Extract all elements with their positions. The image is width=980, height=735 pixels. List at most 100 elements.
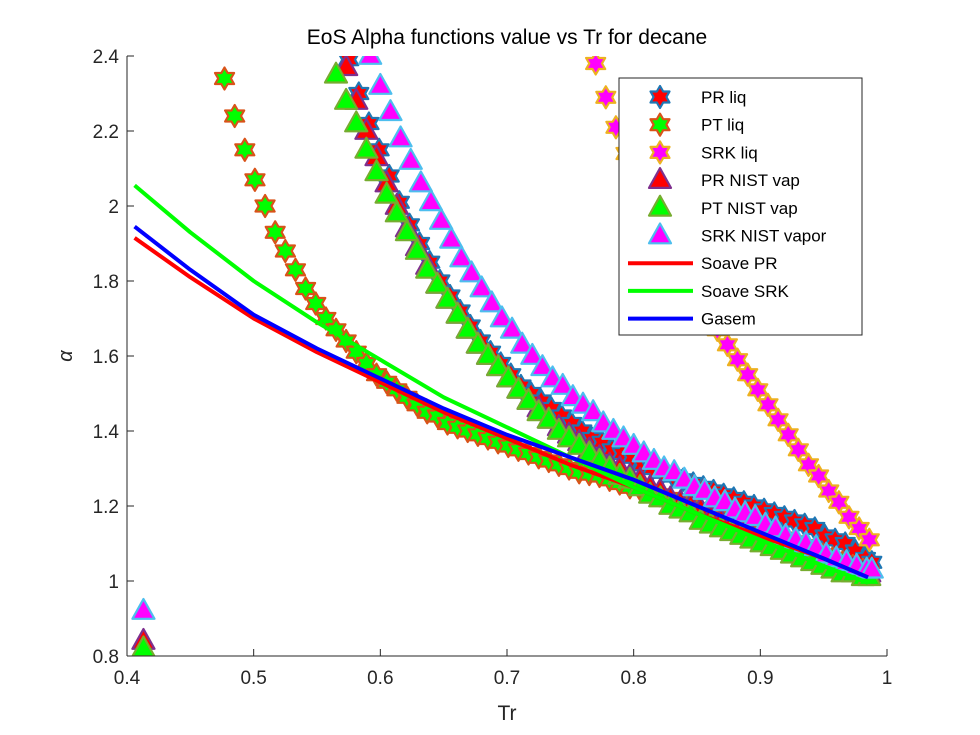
data-point (244, 167, 266, 192)
data-point (536, 406, 561, 429)
data-point (368, 72, 393, 95)
legend-swatch (649, 140, 671, 165)
data-point (807, 463, 830, 489)
axes: 0.4 0.5 0.6 0.7 0.8 0.9 1 0.8 1 1.2 1.4 1.6 1.8 2 2.2… (93, 47, 893, 689)
x-tick-label: 0.5 (240, 668, 266, 689)
data-point (580, 399, 606, 422)
data-point (479, 290, 504, 313)
data-point (234, 137, 256, 162)
x-tick-label: 0.4 (114, 668, 141, 689)
data-point (408, 170, 433, 193)
series-gasem (133, 225, 869, 580)
data-point (224, 103, 246, 129)
series-line (133, 236, 869, 580)
data-point (449, 245, 474, 268)
series-soave-pr (133, 236, 869, 580)
legend-swatch (649, 84, 671, 110)
data-point (496, 365, 521, 388)
data-point (398, 147, 423, 170)
y-tick-label: 1.2 (93, 497, 119, 518)
legend-label: Soave PR (701, 254, 778, 273)
y-tick-label: 1.8 (93, 272, 119, 293)
data-point (475, 342, 501, 365)
data-point (736, 362, 759, 387)
data-point (323, 61, 349, 84)
data-point (499, 316, 525, 339)
data-point (726, 347, 749, 372)
data-point (358, 56, 383, 65)
legend-label: PT liq (701, 116, 744, 135)
legend-label: SRK NIST vapor (701, 227, 827, 246)
data-point (384, 200, 409, 223)
legend-label: Soave SRK (701, 282, 790, 301)
legend-swatch (647, 167, 673, 189)
data-point (520, 342, 545, 365)
data-point (439, 226, 464, 249)
data-point (455, 316, 480, 339)
y-tick-label: 1 (108, 572, 119, 593)
chart-title: EoS Alpha functions value vs Tr for deca… (307, 26, 707, 49)
data-point (429, 207, 454, 230)
data-point (747, 377, 769, 402)
legend-label: PT NIST vap (701, 199, 798, 218)
data-point (254, 193, 276, 219)
y-tick-label: 2.4 (93, 47, 120, 68)
data-point (284, 257, 307, 282)
data-point (486, 354, 511, 377)
x-tick-label: 0.7 (494, 668, 520, 689)
x-tick-label: 0.9 (747, 668, 773, 689)
legend-label: Gasem (701, 310, 756, 329)
data-point (374, 181, 399, 204)
data-point (469, 275, 494, 298)
y-axis-label: α (55, 350, 77, 362)
data-point (489, 305, 515, 328)
data-point (378, 99, 403, 122)
data-point (530, 354, 555, 377)
data-point (435, 286, 460, 309)
x-ticks: 0.4 0.5 0.6 0.7 0.8 0.9 1 (114, 649, 892, 689)
plot-content (131, 56, 884, 656)
data-point (415, 256, 440, 279)
legend-label: SRK liq (701, 143, 758, 162)
y-tick-label: 1.4 (93, 422, 120, 443)
data-point (777, 422, 799, 447)
y-ticks: 0.8 1 1.2 1.4 1.6 1.8 2 2.2 2.4 (93, 47, 134, 668)
legend-swatch (647, 222, 673, 245)
series-soave-srk (133, 183, 869, 585)
data-point (828, 490, 850, 515)
y-tick-label: 1.6 (93, 347, 119, 368)
data-point (131, 635, 156, 656)
data-point (595, 85, 617, 110)
data-point (465, 331, 490, 354)
data-point (394, 219, 420, 242)
data-point (584, 56, 607, 76)
legend-label: PR NIST vap (701, 171, 800, 190)
x-tick-label: 0.8 (620, 668, 646, 689)
data-point (264, 220, 286, 245)
legend-swatch (647, 194, 673, 217)
data-point (305, 291, 327, 316)
series-line (133, 225, 869, 580)
data-point (757, 392, 779, 417)
data-point (131, 597, 156, 620)
data-point (354, 136, 379, 159)
legend-label: PR liq (701, 88, 746, 107)
data-point (550, 372, 575, 395)
data-point (510, 331, 535, 354)
data-point (213, 66, 236, 91)
y-tick-label: 0.8 (93, 647, 119, 668)
data-point (418, 189, 444, 212)
data-point (459, 260, 484, 283)
data-point (858, 527, 880, 552)
y-tick-label: 2 (108, 197, 119, 218)
data-point (787, 437, 810, 462)
data-point (334, 87, 359, 110)
series-line (133, 183, 869, 585)
data-point (859, 556, 884, 579)
x-tick-label: 0.6 (367, 668, 393, 689)
data-point (445, 301, 470, 324)
data-point (364, 159, 389, 182)
data-point (274, 238, 296, 264)
data-point (388, 125, 413, 148)
